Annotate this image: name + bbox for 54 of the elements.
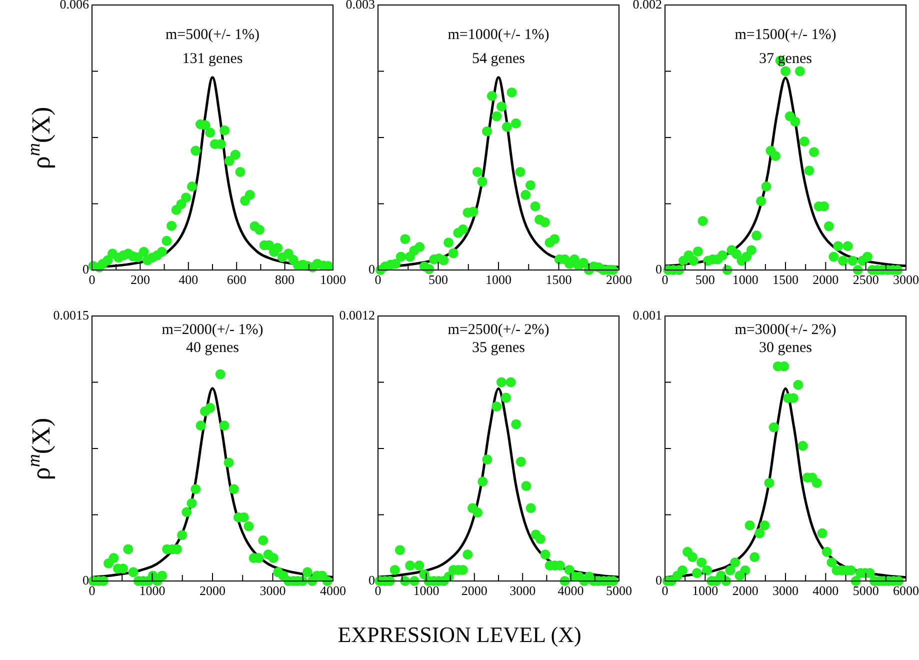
x-tick-label: 3000 — [772, 583, 798, 598]
x-tick-label: 1000 — [486, 272, 512, 288]
x-tick-label: 1000 — [692, 583, 718, 598]
y-tick-label: 0.0015 — [53, 307, 89, 322]
x-tick-label: 1000 — [413, 583, 440, 598]
y-tick-label: 0 — [656, 572, 662, 588]
x-tick-label: 4000 — [812, 583, 839, 598]
x-tick-label: 200 — [130, 272, 150, 288]
x-tick-label: 600 — [226, 272, 246, 288]
x-tick-label: 400 — [178, 272, 198, 288]
y-tick-label: 0.006 — [60, 0, 90, 12]
x-tick-label: 2000 — [200, 583, 226, 598]
x-tick-label: 5000 — [606, 583, 632, 598]
x-tick-label: 3000 — [893, 272, 919, 288]
x-tick-label: 1000 — [320, 272, 346, 288]
x-tick-label: 500 — [695, 272, 715, 288]
y-tick-label: 0.003 — [346, 0, 375, 12]
x-axis-title: EXPRESSION LEVEL (X) — [336, 622, 582, 648]
y-tick-label: 0.001 — [632, 307, 662, 322]
x-tick-label: 1000 — [732, 272, 758, 288]
x-tick-label: 4000 — [320, 583, 346, 598]
chart-title: m=2000(+/- 1%) — [162, 322, 264, 338]
y-tick-label: 0 — [656, 261, 662, 276]
x-tick-label: 5000 — [852, 583, 879, 598]
x-tick-label: 3000 — [260, 583, 286, 598]
x-tick-label: 500 — [428, 272, 448, 288]
x-tick-label: 800 — [275, 272, 295, 288]
chart-title: m=2500(+/- 2%) — [448, 322, 550, 338]
y-tick-label: 0.002 — [632, 0, 662, 12]
text: 30 genes — [759, 340, 812, 356]
x-tick-label: 6000 — [893, 583, 919, 598]
text: 54 genes — [472, 50, 526, 67]
x-tick-label: 1500 — [546, 272, 572, 288]
text: 131 genes — [182, 50, 243, 67]
x-tick-label: 1000 — [139, 583, 166, 598]
x-tick-label: 3000 — [510, 583, 536, 598]
y-tick-label: 0 — [82, 572, 89, 588]
y-tick-label: 0 — [368, 261, 375, 276]
x-tick-label: 2000 — [606, 272, 632, 288]
y-tick-label: 0 — [82, 261, 89, 276]
x-tick-label: 2000 — [461, 583, 488, 598]
text: m=1000(+/- 1%) — [448, 26, 550, 43]
y-tick-label: 0 — [368, 572, 375, 588]
text: m=1500(+/- 1%) — [734, 26, 836, 43]
x-tick-label: 4000 — [558, 583, 584, 598]
x-tick-label: 2500 — [852, 272, 879, 288]
x-tick-label: 1500 — [772, 272, 798, 288]
text: m=500(+/- 1%) — [166, 26, 260, 43]
y-tick-label: 0.0012 — [339, 307, 375, 322]
chart-title: m=3000(+/- 2%) — [734, 322, 836, 338]
text: 40 genes — [186, 340, 240, 356]
x-tick-label: 2000 — [812, 272, 839, 288]
x-tick-label: 2000 — [732, 583, 758, 598]
text: 35 genes — [472, 340, 526, 356]
